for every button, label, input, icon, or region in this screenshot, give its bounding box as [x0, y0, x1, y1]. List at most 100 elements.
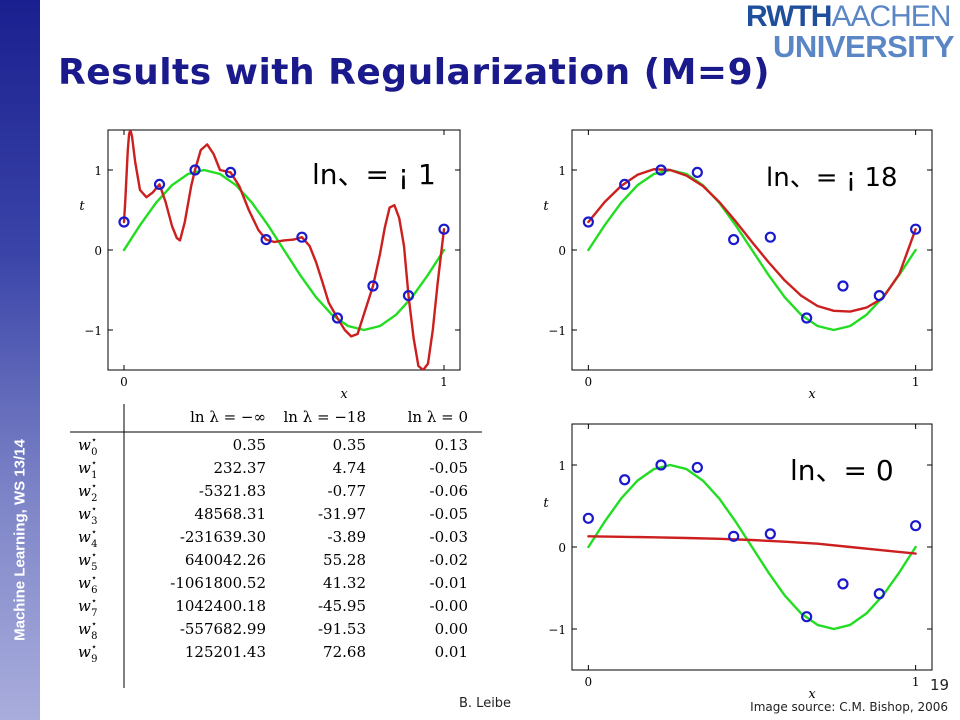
page-number: 19: [930, 676, 950, 694]
data-point: [728, 530, 740, 542]
table-cell: 125201.43: [185, 643, 266, 661]
y-axis-label: t: [543, 496, 549, 511]
lambda-annotation: ln、= ¡ 1: [312, 158, 436, 191]
x-tick-label: 0: [120, 375, 128, 389]
data-point: [118, 216, 130, 228]
image-source: Image source: C.M. Bishop, 2006: [750, 700, 948, 714]
table-row-label: w⋆ 8: [78, 619, 97, 642]
table-row-label: w⋆ 9: [78, 642, 97, 665]
table-row-label: w⋆ 2: [78, 481, 97, 504]
data-point: [655, 459, 667, 471]
table-cell: 41.32: [323, 574, 366, 592]
table-cell: -0.06: [430, 482, 468, 500]
university-logo: RWTHAACHEN UNIVERSITY: [746, 0, 958, 63]
data-point: [764, 231, 776, 243]
table-cell: -0.77: [328, 482, 366, 500]
slide-title: Results with Regularization (M=9): [58, 52, 771, 93]
data-point: [837, 578, 849, 590]
data-point: [837, 280, 849, 292]
table-cell: -0.02: [430, 551, 468, 569]
table-cell: -3.89: [328, 528, 366, 546]
x-axis-label: x: [808, 387, 816, 400]
y-tick-label: −1: [548, 324, 566, 338]
table-cell: 1042400.18: [175, 597, 266, 615]
table-cell: -1061800.52: [170, 574, 266, 592]
table-cell: -91.53: [318, 620, 366, 638]
true-function-curve: [587, 168, 917, 332]
data-point: [582, 216, 594, 228]
logo-aachen: AACHEN: [831, 0, 951, 33]
x-tick-label: 0: [585, 675, 593, 689]
data-point: [619, 178, 631, 191]
data-point: [873, 588, 885, 600]
table-cell: -0.00: [430, 597, 468, 615]
table-header-cell: ln λ = −18: [284, 408, 367, 426]
fitted-curve: [587, 168, 917, 313]
data-point: [691, 166, 703, 179]
y-tick-label: 1: [558, 459, 566, 473]
table-row-label: w⋆ 1: [78, 458, 97, 481]
table-cell: 55.28: [323, 551, 366, 569]
y-tick-label: 0: [558, 541, 566, 555]
footer-author: B. Leibe: [459, 696, 512, 711]
true-function-curve: [122, 168, 446, 332]
table-cell: 48568.31: [194, 505, 266, 523]
table-cell: -0.05: [430, 505, 468, 523]
table-row-label: w⋆ 7: [78, 596, 97, 619]
data-point: [438, 223, 450, 235]
data-point: [728, 233, 740, 246]
data-point: [655, 164, 667, 176]
table-cell: 72.68: [323, 643, 366, 661]
data-point: [367, 280, 379, 292]
data-point: [764, 528, 776, 540]
data-point: [260, 233, 272, 246]
data-point: [873, 290, 885, 302]
data-point: [619, 474, 631, 486]
true-function-curve: [587, 463, 917, 631]
plot-ln-lambda-0: −1 0 1 0 1 x t ln、= 0: [543, 423, 933, 700]
table-cell: -231639.30: [180, 528, 266, 546]
table-cell: -557682.99: [180, 620, 266, 638]
data-point: [224, 166, 237, 179]
table-row-label: w⋆ 6: [78, 573, 97, 596]
data-point: [582, 512, 594, 524]
table-cell: -31.97: [318, 505, 366, 523]
x-axis-label: x: [808, 687, 816, 700]
table-cell: 0.13: [435, 436, 468, 454]
table-row-label: w⋆ 3: [78, 504, 97, 527]
table-cell: 0.00: [435, 620, 468, 638]
data-point: [153, 178, 166, 191]
y-tick-label: 1: [94, 164, 102, 178]
course-label: Machine Learning, WS 13/14: [11, 439, 29, 641]
logo-rwth: RWTH: [746, 0, 832, 33]
table-cell: 232.37: [214, 459, 267, 477]
data-point: [331, 312, 344, 324]
x-tick-label: 1: [912, 375, 920, 389]
y-tick-label: −1: [548, 623, 566, 637]
table-cell: -45.95: [318, 597, 366, 615]
data-point: [402, 290, 415, 302]
x-tick-label: 0: [585, 375, 593, 389]
table-cell: 0.01: [435, 643, 468, 661]
table-cell: 0.35: [333, 436, 366, 454]
data-point: [189, 164, 201, 176]
y-axis-label: t: [79, 199, 85, 214]
data-point: [296, 231, 308, 243]
y-tick-label: 1: [558, 164, 566, 178]
table-cell: -0.03: [430, 528, 468, 546]
table-cell: -0.05: [430, 459, 468, 477]
table-cell: -5321.83: [199, 482, 266, 500]
y-tick-label: 0: [94, 244, 102, 258]
table-row-label: w⋆ 5: [78, 550, 97, 573]
table-cell: 0.35: [233, 436, 266, 454]
data-point: [691, 461, 703, 474]
table-header-cell: ln λ = 0: [408, 408, 468, 426]
y-axis-label: t: [543, 199, 549, 214]
y-tick-label: 0: [558, 244, 566, 258]
table-row-label: w⋆ 0: [78, 435, 97, 458]
data-point: [801, 611, 813, 623]
data-point: [801, 312, 813, 324]
coefficients-table: ln λ = −∞ ln λ = −18 ln λ = 0 w⋆ 0 0.35 0.35 0.…: [70, 404, 482, 688]
table-cell: -0.01: [430, 574, 468, 592]
lambda-annotation: ln、= ¡ 18: [766, 163, 898, 193]
